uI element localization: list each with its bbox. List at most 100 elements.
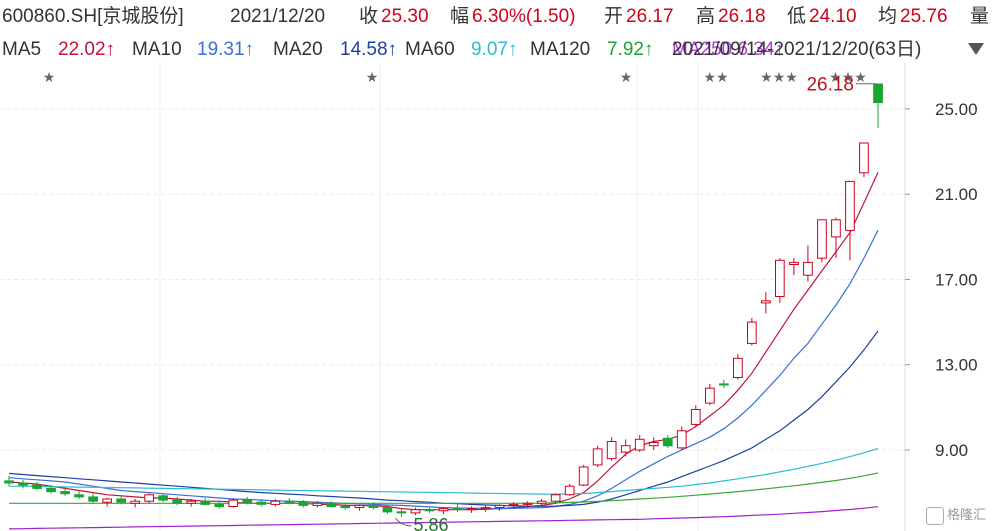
candle-body: [662, 437, 673, 447]
ma5-label: MA5: [2, 39, 42, 60]
candle-body: [186, 500, 197, 504]
candle-body: [270, 500, 281, 505]
candle-body: [158, 495, 169, 501]
candle-body: [494, 504, 505, 508]
ma120-label: MA120: [530, 39, 591, 60]
star-marker: ★: [620, 70, 633, 86]
y-tick-label: 17.00: [935, 270, 978, 289]
low-label: 低: [787, 6, 807, 27]
candle-body: [326, 502, 337, 507]
candle-body: [172, 499, 183, 504]
candle-body: [690, 409, 701, 425]
ma-line-ma120: [9, 472, 879, 504]
candles: [4, 83, 883, 517]
quote-date: 2021/12/20: [230, 6, 326, 27]
open-value: 26.17: [626, 6, 674, 27]
candle-body: [312, 502, 323, 506]
candle-body: [354, 504, 365, 508]
candle-body: [606, 441, 617, 460]
annotations: 26.18 5.86: [395, 75, 876, 531]
ma20-label: MA20: [273, 39, 323, 60]
change-value: 6.30%(1.50): [472, 6, 576, 27]
candle-body: [242, 499, 253, 503]
candle-body: [719, 383, 729, 386]
change-label: 幅: [450, 6, 470, 27]
candle-body: [410, 509, 421, 514]
ma-line-ma250: [8, 506, 879, 530]
y-tick-label: 21.00: [935, 185, 978, 204]
candle-body: [116, 498, 127, 503]
avg-label: 均: [878, 6, 898, 27]
star-marker: ★★: [703, 70, 728, 86]
caret-down-icon[interactable]: [966, 40, 986, 64]
volume-label: 量: [970, 6, 990, 27]
ma10-value: 19.31↑: [197, 39, 255, 60]
low-pointer: [395, 517, 412, 527]
high-annotation: 26.18: [806, 75, 854, 96]
candle-body: [508, 503, 519, 506]
close-label: 收: [359, 6, 379, 27]
star-marker: ★: [43, 70, 56, 86]
candle-body: [775, 259, 785, 297]
candle-body: [452, 508, 463, 511]
candle-body: [298, 501, 309, 506]
candle-body: [578, 466, 589, 486]
candle-body: [228, 499, 239, 508]
candle-body: [60, 491, 70, 495]
y-tick-label: 13.00: [935, 356, 978, 375]
y-tick-label: 9.00: [935, 441, 968, 460]
candle-body: [18, 482, 28, 486]
ma5-value: 22.02↑: [58, 39, 116, 60]
candle-body: [803, 261, 813, 276]
candle-body: [859, 142, 869, 174]
candle-body: [817, 219, 827, 259]
stock-code: 600860.SH[京城股份]: [2, 6, 184, 27]
ma-line-ma10: [8, 229, 879, 510]
candle-body: [214, 503, 225, 507]
candle-body: [88, 496, 99, 502]
candle-body: [382, 507, 393, 513]
candle-body: [831, 219, 841, 238]
grid: [0, 62, 906, 531]
moving-averages: [8, 172, 879, 530]
candle-body: [550, 494, 561, 502]
candle-body: [564, 485, 575, 496]
candle-body: [438, 508, 449, 512]
candle-body: [46, 487, 56, 493]
candle-body: [144, 494, 155, 502]
avg-value: 25.76: [900, 6, 948, 27]
candle-body: [733, 357, 743, 378]
candle-body: [200, 500, 211, 505]
candle-body: [536, 500, 547, 504]
candle-body: [705, 387, 715, 404]
candle-body: [424, 509, 435, 512]
candle-body: [74, 494, 84, 498]
open-label: 开: [604, 6, 624, 27]
candle-body: [4, 480, 14, 484]
candle-body: [284, 500, 295, 503]
candle-body: [130, 500, 141, 504]
candle-body: [676, 430, 687, 449]
y-axis: 25.00 21.00 17.00 13.00 9.00: [905, 100, 978, 460]
candle-body: [522, 502, 533, 505]
star-markers: ★ ★ ★ ★★ ★★★ ★★★: [43, 70, 867, 86]
candle-body: [480, 507, 491, 510]
candle-body: [396, 511, 407, 514]
ma20-value: 14.58↑: [340, 39, 398, 60]
low-value: 24.10: [809, 6, 857, 27]
ma60-label: MA60: [405, 39, 455, 60]
star-marker: ★★★: [760, 70, 798, 86]
candle-body: [102, 498, 113, 503]
y-tick-label: 25.00: [935, 100, 978, 119]
candle-body: [789, 261, 799, 265]
candle-body: [648, 442, 659, 447]
ma10-label: MA10: [132, 39, 182, 60]
candle-body: [634, 438, 645, 451]
ma-line-ma20: [8, 330, 879, 507]
candle-body: [368, 504, 379, 508]
candle-body: [845, 180, 855, 231]
ma60-value: 9.07↑: [471, 39, 518, 60]
watermark-text: 格隆汇: [946, 507, 986, 523]
close-value: 25.30: [381, 6, 429, 27]
